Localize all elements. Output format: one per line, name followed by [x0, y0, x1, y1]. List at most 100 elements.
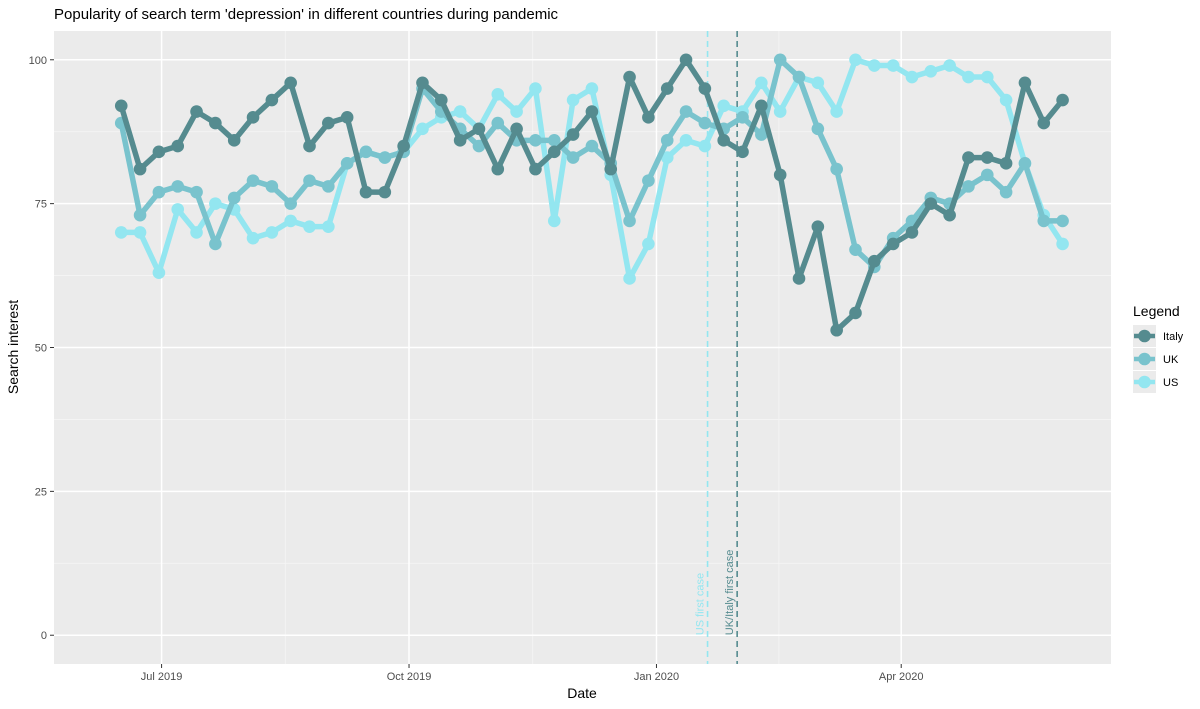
data-point-italy: [868, 254, 881, 268]
data-point-uk: [623, 214, 636, 228]
data-point-us: [698, 139, 712, 153]
x-tick-label: Apr 2020: [879, 671, 924, 683]
data-point-uk: [999, 185, 1013, 199]
data-point-us: [962, 70, 975, 84]
data-point-italy: [416, 76, 429, 90]
data-point-uk: [1037, 214, 1051, 228]
data-point-us: [246, 231, 260, 245]
data-point-us: [943, 59, 956, 72]
data-point-italy: [773, 168, 787, 182]
legend-title: Legend: [1133, 303, 1180, 319]
x-axis-ticks: Jul 2019 Oct 2019 Jan 2020 Apr 2020: [141, 664, 924, 683]
data-point-us: [1056, 237, 1069, 251]
data-point-italy: [830, 323, 843, 337]
data-point-us: [171, 203, 185, 216]
data-point-italy: [1037, 116, 1051, 130]
data-point-italy: [660, 82, 674, 95]
data-point-italy: [886, 237, 900, 251]
y-axis-title: Search interest: [5, 300, 21, 394]
data-point-uk: [830, 162, 843, 176]
y-tick-label: 75: [35, 199, 47, 211]
data-point-us: [284, 214, 297, 228]
data-point-uk: [133, 208, 147, 222]
x-tick-label: Jul 2019: [141, 671, 183, 683]
data-point-uk: [359, 145, 373, 159]
data-point-us: [717, 99, 731, 113]
data-point-italy: [792, 272, 806, 285]
data-point-italy: [284, 76, 297, 90]
data-point-us: [905, 70, 919, 84]
data-point-uk: [491, 116, 505, 130]
data-point-italy: [378, 185, 392, 199]
data-point-uk: [152, 185, 166, 199]
data-point-uk: [698, 116, 712, 130]
data-point-us: [830, 105, 843, 118]
data-point-us: [660, 151, 674, 164]
data-point-us: [529, 82, 542, 95]
data-point-uk: [246, 174, 260, 187]
legend-key-point: [1138, 375, 1151, 389]
data-point-italy: [1018, 76, 1032, 90]
data-point-uk: [660, 134, 674, 147]
data-point-uk: [585, 139, 599, 153]
y-tick-label: 100: [29, 55, 47, 67]
data-point-italy: [604, 162, 618, 176]
data-point-uk: [811, 122, 825, 136]
data-point-italy: [529, 162, 542, 176]
legend-label-italy: Italy: [1163, 331, 1184, 343]
legend-label-uk: UK: [1163, 354, 1179, 366]
data-point-italy: [472, 122, 486, 136]
data-point-us: [510, 105, 523, 118]
data-point-us: [566, 93, 580, 107]
data-point-italy: [943, 208, 956, 222]
data-point-italy: [811, 220, 825, 233]
data-point-italy: [491, 162, 505, 176]
data-point-italy: [227, 134, 241, 147]
data-point-italy: [566, 128, 580, 141]
data-point-italy: [547, 145, 561, 159]
data-series: [114, 53, 1069, 337]
data-point-italy: [962, 151, 975, 164]
data-point-us: [152, 266, 166, 279]
data-point-uk: [322, 180, 335, 193]
data-point-uk: [529, 134, 542, 147]
data-point-italy: [190, 105, 203, 118]
data-point-us: [322, 220, 335, 233]
data-point-us: [924, 64, 938, 78]
data-point-uk: [378, 151, 392, 164]
data-point-us: [265, 226, 279, 239]
data-point-italy: [171, 139, 185, 153]
data-point-italy: [999, 157, 1013, 170]
data-point-italy: [905, 226, 919, 239]
data-point-italy: [434, 93, 448, 107]
data-point-italy: [510, 122, 523, 136]
data-point-us: [980, 70, 994, 84]
data-point-us: [999, 93, 1013, 107]
data-point-uk: [303, 174, 316, 187]
data-point-italy: [736, 145, 749, 159]
data-point-italy: [265, 93, 279, 107]
data-point-italy: [246, 111, 260, 124]
data-point-us: [849, 53, 862, 67]
data-point-italy: [359, 185, 373, 199]
data-point-uk: [209, 237, 222, 251]
legend-key-point: [1138, 352, 1151, 366]
data-point-us: [868, 59, 881, 72]
data-point-us: [453, 105, 467, 118]
data-point-us: [642, 237, 655, 251]
data-point-uk: [755, 128, 768, 141]
data-point-uk: [1056, 214, 1069, 228]
data-point-us: [623, 272, 636, 285]
data-point-italy: [585, 105, 599, 118]
data-point-us: [303, 220, 316, 233]
data-point-us: [416, 122, 429, 136]
data-point-us: [491, 88, 505, 101]
data-point-uk: [472, 139, 486, 153]
data-point-us: [755, 76, 768, 90]
data-point-us: [679, 134, 693, 147]
legend-label-us: US: [1163, 377, 1178, 389]
data-point-uk: [1018, 157, 1032, 170]
data-point-italy: [114, 99, 128, 113]
data-point-uk: [642, 174, 655, 187]
data-point-us: [114, 226, 128, 239]
